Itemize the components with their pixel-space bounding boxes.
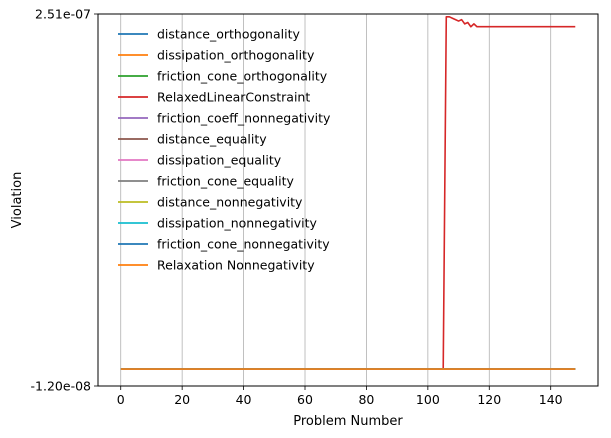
series-line (120, 16, 576, 370)
legend-entry: RelaxedLinearConstraint (157, 90, 310, 105)
legend-entry: friction_cone_equality (157, 174, 295, 189)
legend-entry: Relaxation Nonnegativity (157, 258, 315, 273)
legend-entry: dissipation_equality (157, 153, 282, 168)
y-axis-label: Violation (10, 172, 25, 229)
x-tick-label: 120 (477, 392, 501, 407)
y-axis-ticks: -1.20e-08 2.51e-07 (31, 7, 98, 394)
legend-entry: distance_nonnegativity (157, 195, 303, 210)
x-tick-label: 80 (358, 392, 374, 407)
x-axis-ticks: 0 20 40 60 80 100 120 140 (117, 386, 563, 407)
legend-entry: distance_equality (157, 132, 267, 147)
x-tick-label: 140 (539, 392, 563, 407)
x-tick-label: 0 (117, 392, 125, 407)
grid-lines (120, 14, 552, 386)
x-tick-label: 60 (297, 392, 313, 407)
x-tick-label: 100 (416, 392, 440, 407)
plot-frame (97, 13, 599, 387)
legend-entry: friction_cone_orthogonality (157, 69, 328, 84)
y-tick-label: 2.51e-07 (35, 7, 91, 22)
y-tick-label: -1.20e-08 (31, 379, 91, 394)
legend: distance_orthogonality dissipation_orthog… (118, 27, 331, 273)
x-tick-label: 40 (236, 392, 252, 407)
legend-entry: dissipation_orthogonality (157, 48, 315, 63)
legend-entry: friction_coeff_nonnegativity (157, 111, 331, 126)
legend-entry: distance_orthogonality (157, 27, 300, 42)
series-layer (120, 16, 576, 370)
x-tick-label: 20 (174, 392, 190, 407)
legend-entry: dissipation_nonnegativity (157, 216, 318, 231)
legend-entry: friction_cone_nonnegativity (157, 237, 330, 252)
x-axis-label: Problem Number (293, 414, 403, 429)
